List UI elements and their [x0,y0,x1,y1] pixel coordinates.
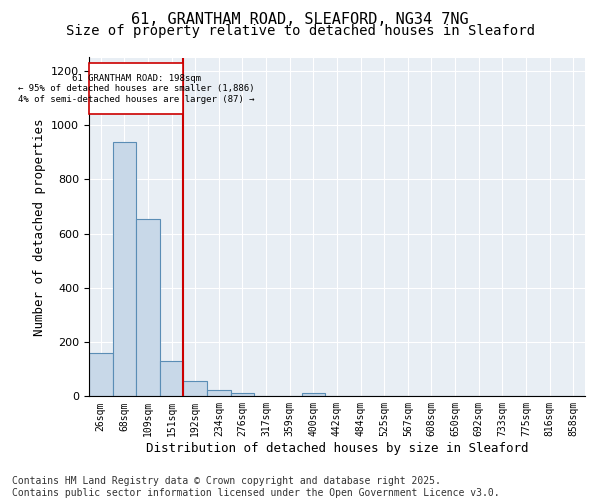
Bar [230,393,254,396]
FancyBboxPatch shape [89,63,184,114]
Y-axis label: Number of detached properties: Number of detached properties [32,118,46,336]
Bar [184,382,207,396]
Text: 61 GRANTHAM ROAD: 198sqm
← 95% of detached houses are smaller (1,886)
4% of semi: 61 GRANTHAM ROAD: 198sqm ← 95% of detach… [18,74,254,104]
Bar [302,393,325,396]
Text: Size of property relative to detached houses in Sleaford: Size of property relative to detached ho… [65,24,535,38]
Bar [160,361,184,396]
Bar [207,390,230,396]
Text: 61, GRANTHAM ROAD, SLEAFORD, NG34 7NG: 61, GRANTHAM ROAD, SLEAFORD, NG34 7NG [131,12,469,28]
Bar [113,142,136,396]
Bar [136,219,160,396]
Bar [89,353,113,397]
Text: Contains HM Land Registry data © Crown copyright and database right 2025.
Contai: Contains HM Land Registry data © Crown c… [12,476,500,498]
X-axis label: Distribution of detached houses by size in Sleaford: Distribution of detached houses by size … [146,442,528,455]
